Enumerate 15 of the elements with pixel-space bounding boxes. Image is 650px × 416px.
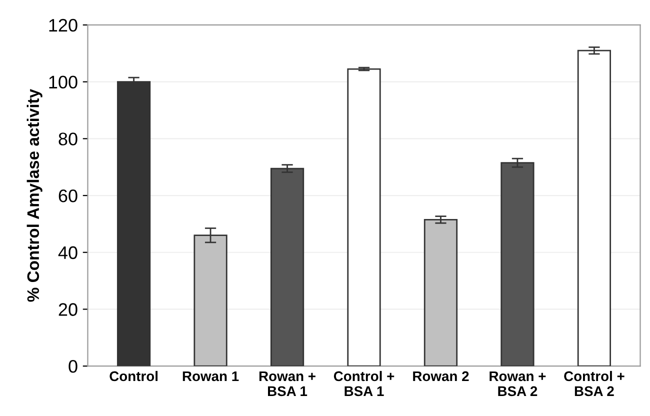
x-tick-label: Rowan 1 xyxy=(182,371,239,382)
x-tick-label: Control xyxy=(110,370,158,382)
y-axis-title: % Control Amylase activity xyxy=(26,88,42,302)
y-tick-label: 60 xyxy=(58,189,78,202)
x-tick-label: Rowan 2 xyxy=(413,371,469,382)
y-tick-label: 80 xyxy=(58,132,78,146)
y-tick-label: 120 xyxy=(49,18,78,32)
x-tick-label: Control + BSA 1 xyxy=(334,370,394,396)
y-tick-label: 20 xyxy=(58,303,78,316)
x-tick-label: Control + BSA 2 xyxy=(564,370,624,396)
x-tick-label: Rowan + BSA 2 xyxy=(490,371,546,396)
y-tick-label: 40 xyxy=(58,246,78,260)
y-tick-label: 100 xyxy=(49,76,78,89)
y-tick-label: 0 xyxy=(68,360,78,373)
x-tick-label: Rowan + BSA 1 xyxy=(259,371,316,396)
